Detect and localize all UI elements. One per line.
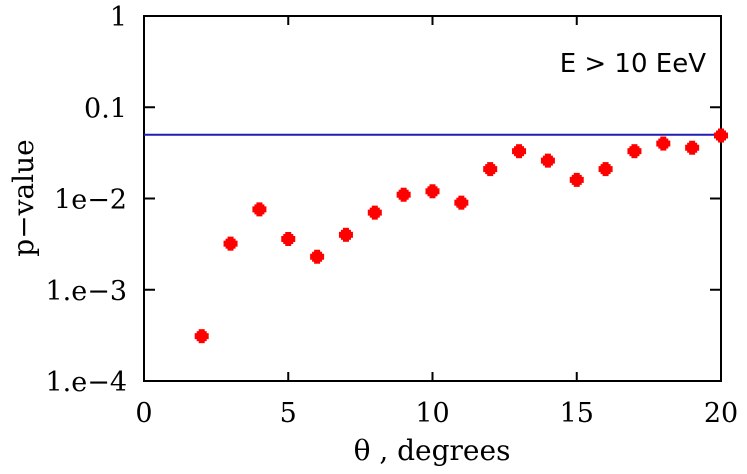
data-points — [194, 128, 728, 344]
y-tick-label: 1e−2 — [54, 185, 127, 216]
x-tick-label: 15 — [560, 398, 594, 429]
y-axis-title: p−value — [7, 139, 40, 256]
data-point — [512, 144, 527, 159]
data-point — [367, 205, 382, 220]
y-tick-label: 1.e−3 — [45, 276, 127, 307]
data-point — [194, 329, 209, 344]
data-point — [396, 187, 411, 202]
x-tick-label: 20 — [704, 398, 738, 429]
data-point — [338, 227, 353, 242]
data-point — [656, 136, 671, 151]
data-point — [540, 153, 555, 168]
x-tick-label: 0 — [135, 398, 152, 429]
y-tick-label: 1 — [110, 2, 127, 33]
data-point — [627, 144, 642, 159]
data-point — [310, 249, 325, 264]
y-axis: 1 0.1 1e−2 1.e−3 1.e−4 — [45, 2, 721, 398]
x-axis: 0 5 10 15 20 — [135, 16, 738, 429]
data-point — [281, 231, 296, 246]
x-tick-label: 10 — [415, 398, 449, 429]
y-tick-label: 0.1 — [84, 93, 127, 124]
data-point — [483, 162, 498, 177]
data-point — [425, 184, 440, 199]
x-axis-title: θ , degrees — [354, 434, 511, 467]
data-point — [569, 172, 584, 187]
x-tick-label: 5 — [280, 398, 297, 429]
annotation-energy-cut: E > 10 EeV — [560, 49, 707, 79]
data-point — [598, 162, 613, 177]
data-point — [252, 202, 267, 217]
data-point — [454, 195, 469, 210]
data-point — [714, 128, 728, 143]
y-tick-label: 1.e−4 — [45, 367, 127, 398]
data-point — [223, 236, 238, 251]
data-point — [685, 140, 700, 155]
